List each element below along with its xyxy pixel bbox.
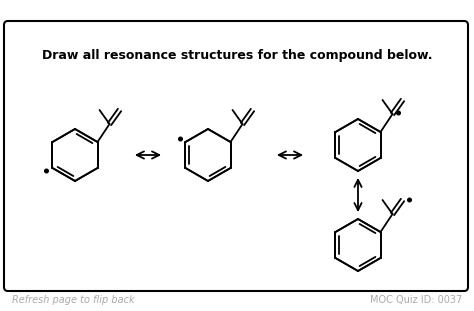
Text: MOC Quiz ID: 0037: MOC Quiz ID: 0037 — [370, 295, 462, 305]
Circle shape — [45, 169, 48, 173]
Text: Draw all resonance structures for the compound below.: Draw all resonance structures for the co… — [42, 49, 432, 62]
FancyBboxPatch shape — [4, 21, 468, 291]
Circle shape — [408, 198, 411, 202]
Circle shape — [397, 111, 401, 115]
Circle shape — [179, 137, 182, 141]
Text: Refresh page to flip back: Refresh page to flip back — [12, 295, 135, 305]
